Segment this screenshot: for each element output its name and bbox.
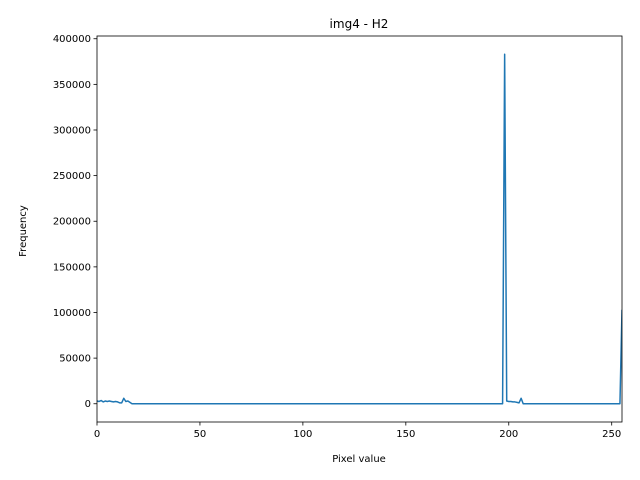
- y-tick-label: 150000: [53, 262, 91, 273]
- y-tick-label: 300000: [53, 125, 91, 136]
- y-tick-label: 350000: [53, 80, 91, 91]
- x-axis-label: Pixel value: [332, 454, 386, 465]
- chart-title: img4 - H2: [330, 17, 389, 31]
- x-tick-label: 0: [94, 429, 100, 440]
- y-axis-label: Frequency: [18, 205, 29, 257]
- plot-frame: [96, 35, 623, 423]
- y-tick-label: 100000: [53, 308, 91, 319]
- x-tick-label: 200: [499, 429, 518, 440]
- x-tick-label: 50: [194, 429, 207, 440]
- x-tick-label: 100: [293, 429, 312, 440]
- y-tick-label: 50000: [59, 354, 91, 365]
- x-tick-label: 150: [396, 429, 415, 440]
- y-tick-label: 400000: [53, 34, 91, 45]
- series-line-0: [97, 53, 622, 405]
- plot-area: 0 50 100 150 200 250 0 50000 100000 150000 200000 2…: [53, 34, 623, 440]
- y-tick-label: 250000: [53, 171, 91, 182]
- y-tick-label: 200000: [53, 217, 91, 228]
- y-tick-label: 0: [85, 399, 91, 410]
- x-tick-label: 250: [602, 429, 621, 440]
